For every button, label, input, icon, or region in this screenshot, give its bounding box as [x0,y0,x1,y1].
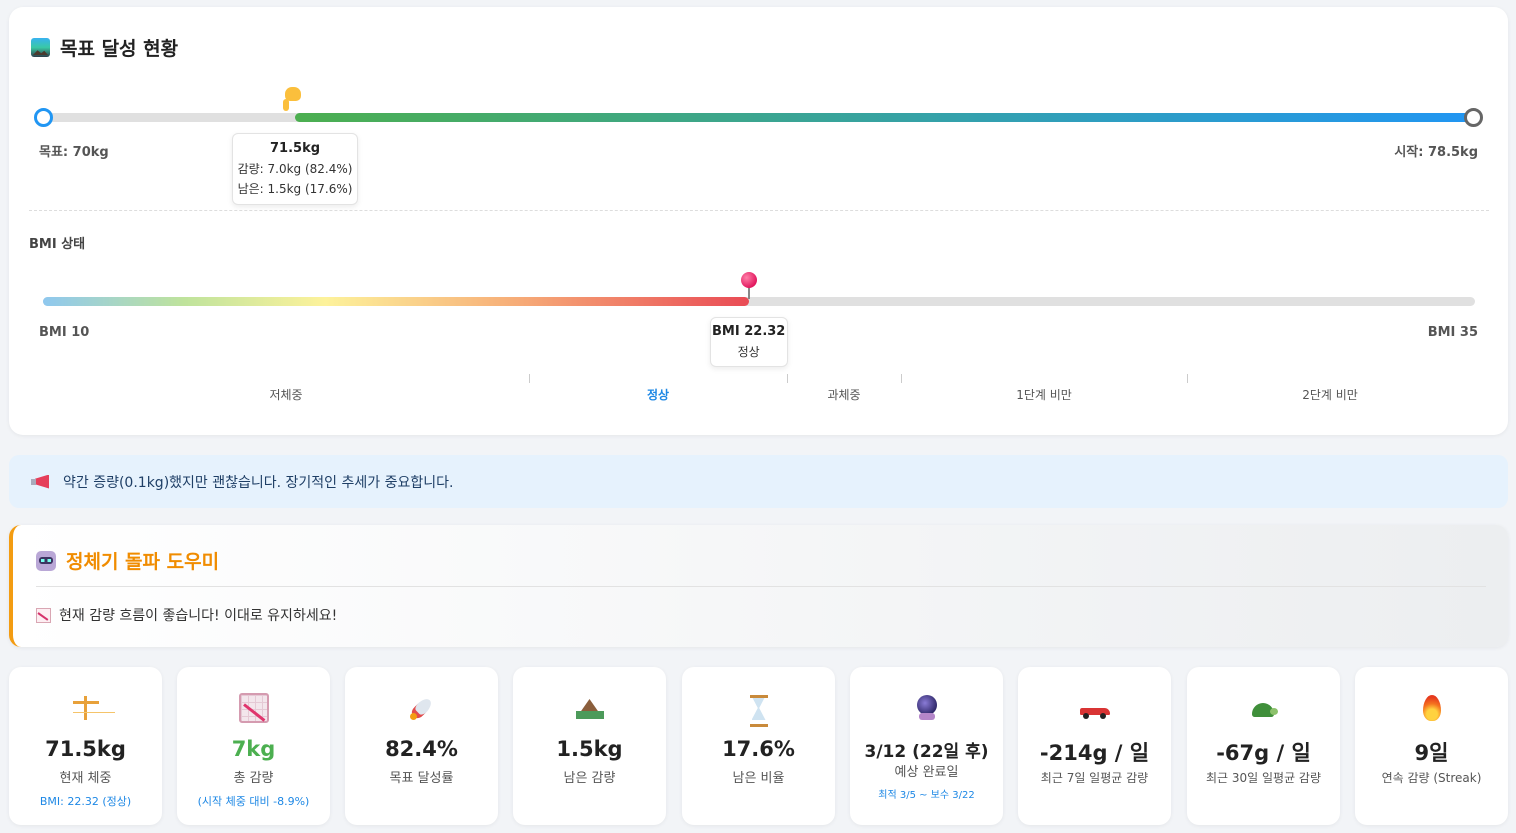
stat-card-total-loss: 7kg 총 감량 (시작 체중 대비 -8.9%) [177,667,330,825]
stat-sub: 최적 3/5 ~ 보수 3/22 [878,790,975,801]
stat-label: 최근 30일 일평균 감량 [1205,771,1322,785]
bmi-max-label: BMI 35 [1427,325,1478,340]
goal-title-text: 목표 달성 현황 [60,38,179,60]
stat-sub: (시작 체중 대비 -8.9%) [197,795,310,808]
stat-value: 3/12 (22일 후) [864,742,989,762]
turtle-icon [1249,693,1279,723]
stat-label: 남은 감량 [563,771,616,786]
section-divider [29,210,1489,211]
stat-label: 총 감량 [233,771,274,786]
stat-card-current-weight: 71.5kg 현재 체중 BMI: 22.32 (정상) [9,667,162,825]
robot-icon [36,550,56,571]
mountain-icon [575,693,605,723]
bmi-track [43,297,1475,306]
goal-progress-card: 목표 달성 현황 목표: 70kg 시작: 78.5kg 71.5kg 감량: … [9,7,1508,435]
rocket-icon [407,693,437,723]
mountain-sunrise-icon [31,38,50,57]
stat-label: 남은 비율 [732,771,785,786]
bmi-tooltip-value: BMI 22.32 [712,324,786,339]
stat-label: 연속 감량 (Streak) [1381,771,1482,785]
fire-icon [1417,693,1447,723]
zone-divider [529,374,530,383]
pushpin-icon [740,272,757,288]
plateau-title: 정체기 돌파 도우미 [36,547,219,574]
bmi-zone-obese-2: 2단계 비만 [1302,388,1358,402]
tooltip-remaining-weight: 남은: 1.5kg (17.6%) [237,182,353,196]
crystal-ball-icon [912,693,942,723]
stat-card-30day-average: -67g / 일 최근 30일 일평균 감량 [1187,667,1340,825]
plateau-message-text: 현재 감량 흐름이 좋습니다! 이대로 유지하세요! [59,608,338,624]
bmi-pin-needle [747,285,750,299]
plateau-title-text: 정체기 돌파 도우미 [66,551,220,573]
stat-label: 목표 달성률 [389,771,454,786]
zone-divider [901,374,902,383]
stat-card-7day-average: -214g / 일 최근 7일 일평균 감량 [1018,667,1171,825]
stat-card-remaining-loss: 1.5kg 남은 감량 [513,667,666,825]
bmi-zone-normal: 정상 [646,388,670,402]
stat-value: 71.5kg [45,737,126,761]
start-weight-label: 시작: 78.5kg [1394,145,1478,160]
bmi-section-title: BMI 상태 [29,237,86,252]
pointing-hand-icon [281,87,303,111]
stat-label: 최근 7일 일평균 감량 [1040,771,1149,785]
plateau-helper-card: 정체기 돌파 도우미 현재 감량 흐름이 좋습니다! 이대로 유지하세요! [9,525,1508,647]
tooltip-current-weight: 71.5kg [270,141,321,156]
weight-progress-fill [295,113,1475,122]
megaphone-icon [31,475,49,489]
stat-card-remaining-ratio: 17.6% 남은 비율 [682,667,835,825]
current-weight-tooltip: 71.5kg 감량: 7.0kg (82.4%) 남은: 1.5kg (17.6… [232,133,359,205]
goal-section-title: 목표 달성 현황 [31,34,178,61]
notice-banner: 약간 증량(0.1kg)했지만 괜찮습니다. 장기적인 추세가 중요합니다. [9,455,1508,508]
stat-value: -67g / 일 [1216,741,1311,765]
stat-card-expected-date: 3/12 (22일 후) 예상 완료일 최적 3/5 ~ 보수 3/22 [850,667,1003,825]
bmi-tooltip: BMI 22.32 정상 [709,317,788,367]
bmi-fill [43,297,749,306]
balance-scale-icon [71,693,101,723]
zone-divider [787,374,788,383]
chart-decreasing-icon [238,693,269,723]
goal-knob [34,108,53,127]
bmi-zone-obese-1: 1단계 비만 [1016,388,1072,402]
stat-value: -214g / 일 [1039,741,1150,765]
notice-text: 약간 증량(0.1kg)했지만 괜찮습니다. 장기적인 추세가 중요합니다. [63,474,454,491]
stat-label: 현재 체중 [59,771,112,786]
bmi-tooltip-status: 정상 [737,345,760,359]
goal-weight-label: 목표: 70kg [39,145,109,160]
stat-card-streak: 9일 연속 감량 (Streak) [1355,667,1508,825]
stat-label: 예상 완료일 [894,765,959,780]
plateau-divider [36,586,1486,587]
race-car-icon [1079,693,1110,723]
bmi-zone-underweight: 저체중 [269,388,303,402]
hourglass-icon [744,693,774,727]
tooltip-lost-weight: 감량: 7.0kg (82.4%) [237,162,353,176]
stat-card-goal-rate: 82.4% 목표 달성률 [345,667,498,825]
stat-value: 9일 [1414,741,1449,765]
start-knob [1464,108,1483,127]
chart-decreasing-icon [36,607,51,623]
zone-divider [1187,374,1188,383]
stat-value: 7kg [231,737,276,761]
plateau-message: 현재 감량 흐름이 좋습니다! 이대로 유지하세요! [36,605,337,625]
bmi-zone-overweight: 과체중 [827,388,861,402]
stat-value: 1.5kg [556,737,623,761]
stat-value: 82.4% [385,737,458,761]
stat-value: 17.6% [722,737,795,761]
bmi-min-label: BMI 10 [39,325,90,340]
stat-sub: BMI: 22.32 (정상) [39,795,132,808]
